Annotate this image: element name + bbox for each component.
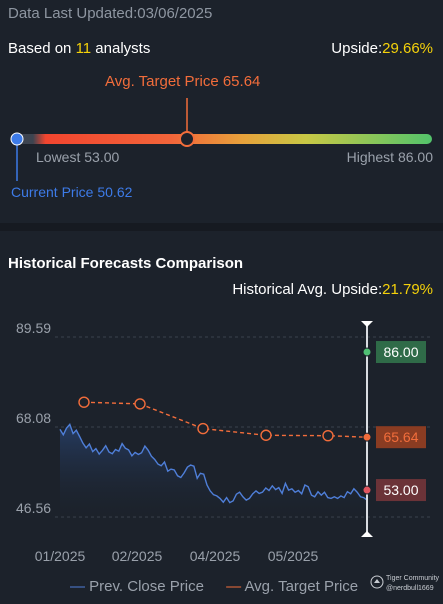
legend-avg-target[interactable]: — Avg. Target Price [226,578,359,595]
based-on-prefix: Based on [8,40,76,57]
upside-value: 29.66% [382,40,433,57]
high-forecast-label: 86.00 [383,344,418,360]
avg-target-marker [179,131,195,147]
legend-prev-close[interactable]: — Prev. Close Price [70,578,204,595]
low-forecast-label: 53.00 [383,482,418,498]
last-updated: Data Last Updated:03/06/2025 [8,5,213,22]
current-price-marker [10,132,24,146]
tiger-logo-icon [370,575,384,589]
range-top-triangle-icon [361,321,373,327]
based-on-suffix: analysts [91,40,151,57]
section-divider [0,223,443,231]
avg-forecast-badge [376,426,426,449]
avg-forecast-label: 65.64 [383,429,418,445]
historical-upside: Historical Avg. Upside:21.79% [232,281,433,298]
target-point [78,396,90,408]
y-tick-label: 46.56 [16,500,51,516]
price-range-graphic [16,98,188,181]
target-line [83,401,368,438]
price-range-markers [10,131,195,147]
historical-upside-label: Historical Avg. Upside: [232,281,383,298]
analyst-count: 11 [75,40,92,57]
target-point [322,429,334,442]
legend-prev-close-label: Prev. Close Price [89,578,204,595]
x-tick-label: 04/2025 [190,548,241,564]
target-points [78,396,334,442]
chart-legend: — Prev. Close Price — Avg. Target Price [70,578,376,595]
low-forecast-dot [362,485,372,495]
price-area [60,424,367,517]
x-tick-label: 01/2025 [35,548,86,564]
high-forecast-dot [362,347,372,357]
watermark: Tiger Community @nerdbull1669 [370,574,439,594]
y-tick-label: 89.59 [16,320,51,336]
avg-forecast-dot [362,432,372,442]
avg-target-label: Avg. Target Price 65.64 [105,73,261,90]
lowest-label: Lowest 53.00 [36,149,120,165]
highest-label: Highest 86.00 [346,149,433,165]
low-forecast-badge [376,479,426,502]
x-tick-label: 02/2025 [112,548,163,564]
x-tick-label: 05/2025 [268,548,319,564]
forecast-badges: 86.00 65.64 53.00 [362,341,426,502]
target-point [260,429,272,441]
current-price-label: Current Price 50.62 [11,184,133,200]
legend-avg-target-label: Avg. Target Price [244,578,359,595]
y-tick-label: 68.08 [16,410,51,426]
high-forecast-badge [376,341,426,364]
y-axis: 89.59 68.08 46.56 [16,320,51,516]
watermark-line1: Tiger Community [386,575,440,582]
range-bottom-triangle-icon [361,531,373,537]
target-point [134,398,146,410]
price-line [59,423,368,504]
x-axis: 01/2025 02/2025 04/2025 05/2025 [35,548,319,564]
watermark-line2: @nerdbull1669 [386,585,434,592]
price-range-bar [12,134,432,144]
section-title: Historical Forecasts Comparison [8,255,244,272]
historical-upside-value: 21.79% [382,281,433,298]
target-point [197,422,209,435]
upside-label: Upside: [331,40,383,57]
analyst-count-text: Based on 11 analysts [8,40,150,57]
upside: Upside:29.66% [331,40,433,57]
